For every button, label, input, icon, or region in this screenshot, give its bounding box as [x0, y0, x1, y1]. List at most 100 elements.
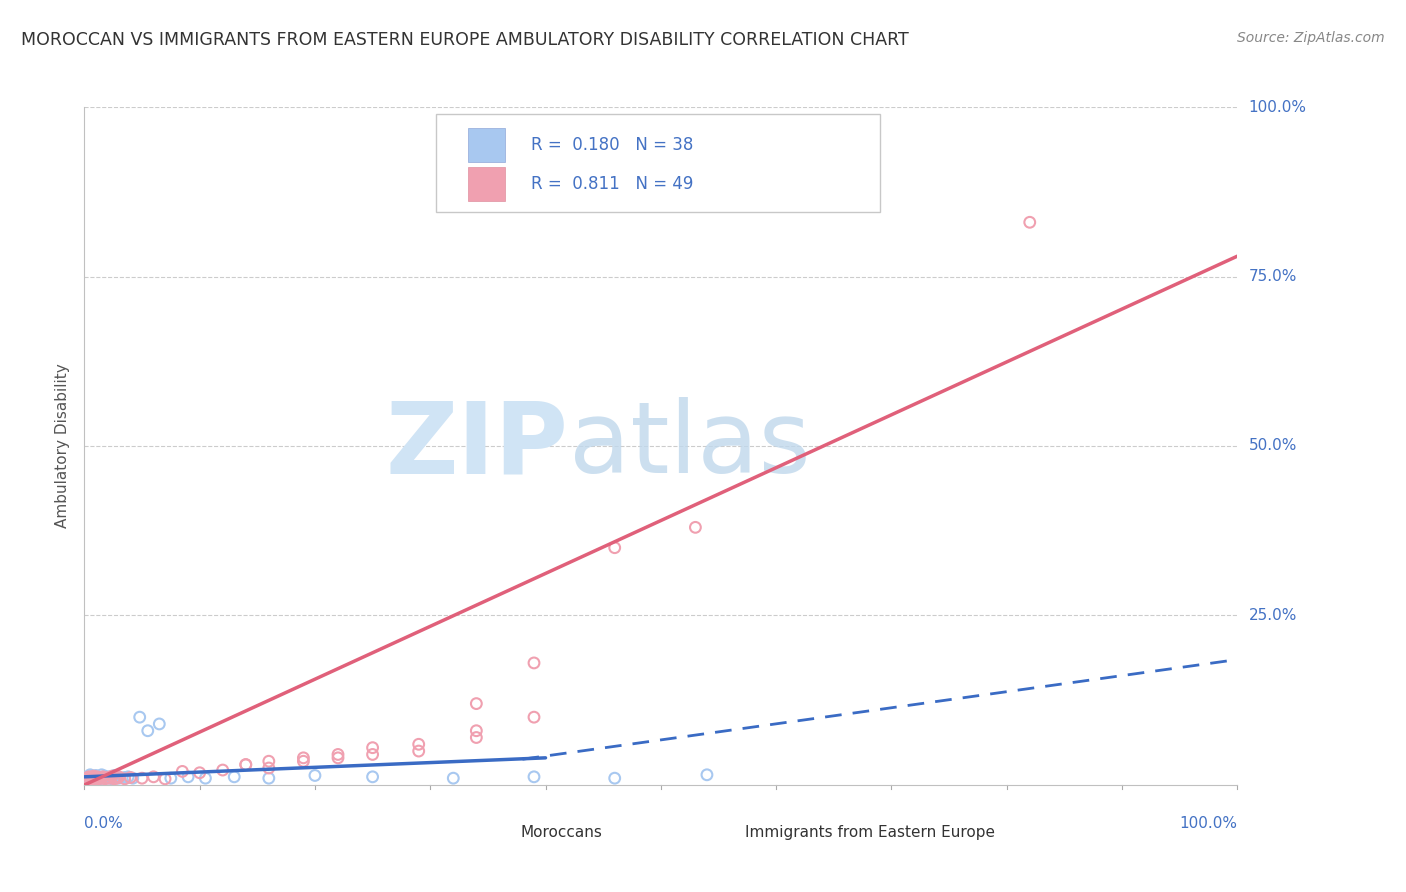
Point [603, 771, 626, 785]
Point [235, 757, 257, 772]
Point [523, 770, 546, 784]
Point [292, 754, 315, 768]
Text: R =  0.180   N = 38: R = 0.180 N = 38 [530, 136, 693, 154]
Point [89, 772, 111, 786]
Point [160, 771, 183, 785]
Point [121, 771, 143, 785]
Point [83, 772, 105, 787]
Point [696, 768, 718, 782]
Text: 100.0%: 100.0% [1249, 100, 1306, 114]
Point [235, 757, 257, 772]
Point [131, 771, 153, 785]
Text: atlas: atlas [568, 398, 810, 494]
Point [408, 737, 430, 751]
Point [98, 771, 121, 785]
Point [257, 771, 280, 785]
Point [91, 771, 114, 785]
Point [523, 656, 546, 670]
Point [465, 731, 488, 745]
Point [76, 772, 98, 787]
Point [98, 770, 121, 784]
Point [108, 770, 131, 784]
Point [148, 717, 170, 731]
Point [101, 769, 124, 783]
FancyBboxPatch shape [468, 128, 505, 162]
Point [523, 710, 546, 724]
FancyBboxPatch shape [468, 167, 505, 201]
Point [103, 768, 125, 782]
Point [257, 761, 280, 775]
Point [304, 768, 326, 782]
Point [90, 768, 112, 782]
Point [408, 744, 430, 758]
Point [87, 770, 110, 784]
Text: 25.0%: 25.0% [1249, 608, 1296, 623]
Point [194, 771, 217, 785]
Point [84, 771, 107, 785]
Point [77, 771, 100, 785]
Text: ZIP: ZIP [385, 398, 568, 494]
Point [224, 770, 246, 784]
Point [86, 770, 108, 784]
Text: Moroccans: Moroccans [520, 825, 602, 840]
Point [84, 768, 107, 782]
Point [361, 770, 384, 784]
Point [83, 771, 105, 785]
Point [257, 754, 280, 768]
Point [211, 763, 233, 777]
Point [76, 770, 98, 784]
Point [465, 697, 488, 711]
Point [603, 541, 626, 555]
Point [114, 772, 136, 786]
Point [108, 771, 131, 785]
Point [91, 770, 114, 784]
Point [117, 770, 139, 784]
Point [465, 723, 488, 738]
Point [79, 768, 101, 782]
Point [326, 751, 349, 765]
Text: Source: ZipAtlas.com: Source: ZipAtlas.com [1237, 31, 1385, 45]
Point [86, 771, 108, 785]
FancyBboxPatch shape [436, 114, 880, 212]
Point [114, 771, 136, 785]
Point [80, 772, 103, 786]
Point [77, 770, 100, 784]
Point [83, 772, 105, 787]
Point [89, 771, 111, 785]
Point [685, 520, 707, 534]
Point [82, 771, 104, 785]
Point [188, 765, 211, 780]
Text: 0.0%: 0.0% [84, 815, 124, 830]
Point [87, 772, 110, 786]
Point [292, 751, 315, 765]
Text: Immigrants from Eastern Europe: Immigrants from Eastern Europe [745, 825, 995, 840]
Point [96, 771, 118, 785]
Point [326, 747, 349, 762]
Point [94, 769, 117, 783]
Point [105, 771, 128, 785]
Point [76, 771, 98, 785]
Point [105, 769, 128, 783]
Point [172, 764, 194, 779]
FancyBboxPatch shape [465, 819, 505, 846]
Point [80, 771, 103, 785]
Text: R =  0.811   N = 49: R = 0.811 N = 49 [530, 175, 693, 193]
Point [1018, 215, 1040, 229]
Point [96, 771, 118, 785]
Point [177, 770, 200, 784]
Text: 75.0%: 75.0% [1249, 269, 1296, 284]
Point [153, 772, 176, 786]
Text: MOROCCAN VS IMMIGRANTS FROM EASTERN EUROPE AMBULATORY DISABILITY CORRELATION CHA: MOROCCAN VS IMMIGRANTS FROM EASTERN EURO… [21, 31, 908, 49]
FancyBboxPatch shape [690, 819, 730, 846]
Point [82, 769, 104, 783]
Point [120, 771, 142, 785]
Point [361, 740, 384, 755]
Point [94, 772, 117, 786]
Y-axis label: Ambulatory Disability: Ambulatory Disability [55, 364, 70, 528]
Text: 100.0%: 100.0% [1180, 815, 1237, 830]
Point [136, 723, 159, 738]
Point [101, 772, 124, 786]
Point [90, 771, 112, 785]
Point [83, 769, 105, 783]
Point [361, 747, 384, 762]
